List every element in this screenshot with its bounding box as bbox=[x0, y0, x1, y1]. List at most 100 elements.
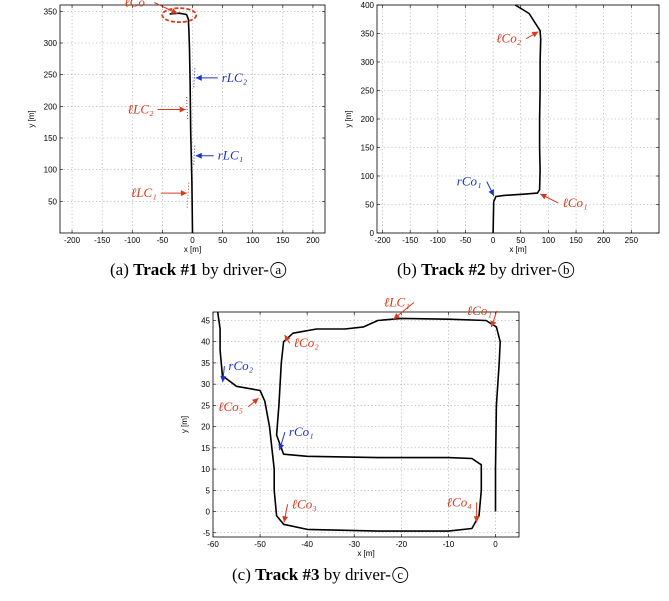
x-tick-label: 50 bbox=[218, 236, 227, 245]
annotation-label: ℓLC₁ bbox=[384, 294, 410, 309]
highlight-ellipse bbox=[161, 7, 198, 24]
y-tick-label: 0 bbox=[206, 508, 211, 517]
caption-suffix: by driver- bbox=[485, 260, 557, 279]
annotation-arrowhead bbox=[284, 334, 291, 342]
y-tick-label: 50 bbox=[365, 201, 374, 210]
y-tick-label: 250 bbox=[44, 71, 58, 80]
caption-prefix: (b) bbox=[397, 260, 421, 279]
y-tick-label: 150 bbox=[44, 134, 58, 143]
y-tick-label: 50 bbox=[48, 197, 57, 206]
annotation-arrowhead bbox=[490, 320, 497, 328]
caption: (c) Track #3 by driver- bbox=[232, 565, 391, 584]
caption: (a) Track #1 by driver- bbox=[110, 260, 269, 279]
annotation-arrowhead bbox=[195, 152, 202, 159]
y-tick-label: 20 bbox=[201, 423, 210, 432]
annotation-label: ℓCo bbox=[124, 0, 145, 10]
annotation-arrowhead bbox=[282, 515, 289, 523]
annotation-arrowhead bbox=[473, 516, 480, 523]
y-axis-label: y [m] bbox=[344, 110, 353, 127]
plot-frame bbox=[212, 311, 520, 538]
x-tick-label: -20 bbox=[396, 540, 408, 549]
x-axis-label: x [m] bbox=[184, 245, 201, 254]
y-tick-label: 250 bbox=[361, 87, 375, 96]
y-tick-label: 100 bbox=[44, 166, 58, 175]
x-tick-label: -150 bbox=[402, 236, 419, 245]
x-tick-label: -150 bbox=[94, 236, 111, 245]
x-tick-label: 0 bbox=[491, 236, 496, 245]
lane-change-trace bbox=[193, 68, 196, 88]
plot-frame bbox=[376, 4, 660, 234]
caption-prefix: (c) bbox=[232, 565, 255, 584]
y-axis-label: y [m] bbox=[180, 416, 189, 433]
annotation-arrowhead bbox=[531, 31, 539, 38]
caption: (b) Track #2 by driver- bbox=[397, 260, 557, 279]
annotation-arrowhead bbox=[393, 313, 400, 320]
annotation-label: ℓCo₁ bbox=[467, 303, 492, 318]
y-tick-label: 200 bbox=[361, 115, 375, 124]
annotation-arrowhead bbox=[278, 443, 285, 451]
driver-circle bbox=[270, 262, 287, 278]
y-tick-label: 30 bbox=[201, 380, 210, 389]
plot-b: -200 -150 -100 -50 0 50 100 150 200 250 0 50 100 150 2… bbox=[344, 1, 660, 279]
trajectory-line bbox=[492, 4, 542, 234]
lane-change-trace bbox=[193, 144, 196, 165]
y-tick-label: 35 bbox=[201, 359, 210, 368]
x-tick-label: 0 bbox=[493, 540, 498, 549]
y-tick-label: 300 bbox=[361, 58, 375, 67]
x-tick-label: 200 bbox=[306, 236, 320, 245]
y-tick-label: 5 bbox=[206, 486, 211, 495]
trajectory-line bbox=[169, 12, 194, 234]
y-tick-label: 45 bbox=[201, 316, 210, 325]
caption-prefix: (a) bbox=[110, 260, 133, 279]
y-tick-label: 40 bbox=[201, 338, 210, 347]
y-tick-label: 350 bbox=[361, 30, 375, 39]
annotation-arrowhead bbox=[170, 8, 178, 14]
x-tick-label: -100 bbox=[430, 236, 447, 245]
annotation-label: rLC₂ bbox=[222, 70, 248, 85]
plot-c: -60 -50 -40 -30 -20 -10 0-5051015202530354045x… bbox=[180, 294, 520, 584]
annotation-label: ℓCo₁ bbox=[562, 195, 587, 210]
x-tick-label: 150 bbox=[569, 236, 583, 245]
driver-circle bbox=[558, 262, 575, 278]
caption-track: Track #3 bbox=[255, 565, 319, 584]
plot-a: -200 -150 -100 -50 0 50 100 150 200 50 100 150 200 25… bbox=[27, 0, 326, 279]
lane-change-trace bbox=[185, 96, 189, 120]
driver-letter: a bbox=[275, 262, 281, 277]
y-tick-label: 100 bbox=[361, 172, 375, 181]
lane-change-trace bbox=[186, 182, 190, 208]
annotation-arrowhead bbox=[488, 189, 494, 196]
annotation-label: ℓCo₂ bbox=[496, 31, 522, 46]
annotation-arrowhead bbox=[540, 193, 547, 200]
y-tick-label: 25 bbox=[201, 401, 210, 410]
annotation-label: rLC₁ bbox=[218, 148, 243, 163]
annotation-label: ℓCo₄ bbox=[447, 494, 473, 509]
x-tick-label: 0 bbox=[190, 236, 195, 245]
y-tick-label: 300 bbox=[44, 39, 58, 48]
x-tick-label: -100 bbox=[124, 236, 141, 245]
annotation-arrowhead bbox=[195, 74, 202, 81]
trajectory-line bbox=[216, 311, 501, 532]
caption-suffix: by driver- bbox=[320, 565, 392, 584]
x-tick-label: 250 bbox=[625, 236, 639, 245]
x-tick-label: 100 bbox=[246, 236, 260, 245]
y-tick-label: 200 bbox=[44, 102, 58, 111]
annotation-label: ℓCo₂ bbox=[294, 335, 320, 350]
driver-circle bbox=[392, 567, 409, 583]
caption-track: Track #1 bbox=[133, 260, 197, 279]
x-tick-label: -50 bbox=[254, 540, 266, 549]
annotation-arrowhead bbox=[180, 190, 187, 197]
y-tick-label: 15 bbox=[201, 444, 210, 453]
x-tick-label: -60 bbox=[207, 540, 219, 549]
x-tick-label: -200 bbox=[64, 236, 81, 245]
y-tick-label: 10 bbox=[201, 465, 210, 474]
x-tick-label: -10 bbox=[443, 540, 455, 549]
x-axis-label: x [m] bbox=[509, 245, 526, 254]
x-tick-label: -50 bbox=[157, 236, 169, 245]
annotation-label: ℓCo₃ bbox=[292, 496, 317, 511]
annotation-label: ℓLC₂ bbox=[128, 102, 154, 117]
annotation-label: ℓLC₁ bbox=[131, 185, 157, 200]
y-tick-label: -5 bbox=[203, 529, 211, 538]
x-axis-label: x [m] bbox=[357, 549, 374, 558]
y-tick-label: 0 bbox=[370, 229, 375, 238]
